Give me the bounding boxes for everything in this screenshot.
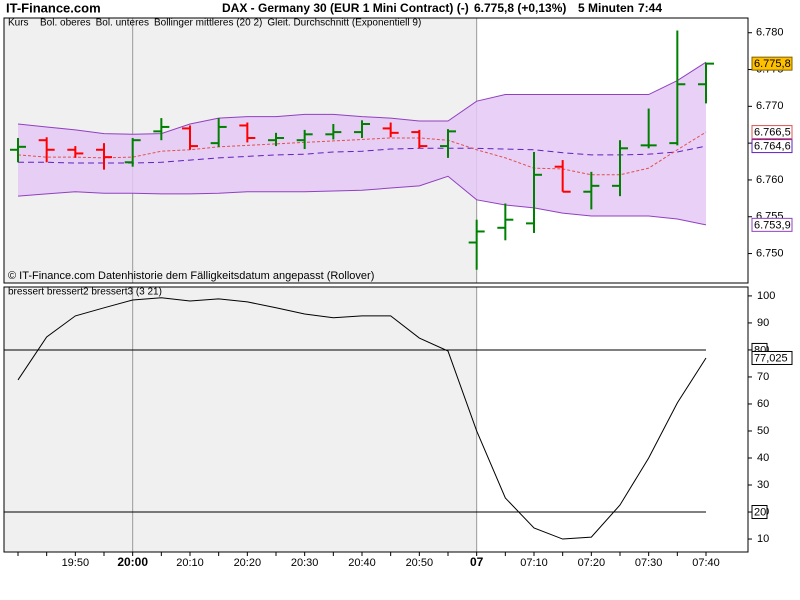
series-value-label: 77,025 xyxy=(754,352,788,364)
series-value-label: 6.753,9 xyxy=(754,219,791,231)
series-value-label: 6.764,6 xyxy=(754,140,791,152)
y-tick-label: 70 xyxy=(757,371,769,383)
level-label: 20 xyxy=(754,506,766,518)
site-name: IT-Finance.com xyxy=(6,0,101,15)
x-tick-label: 07:10 xyxy=(520,557,548,569)
x-tick-label: 20:00 xyxy=(117,555,148,569)
x-tick-label: 20:10 xyxy=(176,557,204,569)
plot-layer: 6.7806.7756.7706.7656.7606.7556.7506.753… xyxy=(3,17,793,569)
oscillator-line xyxy=(17,297,707,540)
level-box xyxy=(751,505,768,520)
series-value-label-box xyxy=(751,350,793,365)
panel-frame xyxy=(3,17,749,284)
x-tick-label: 20:40 xyxy=(348,557,376,569)
close-value-box xyxy=(751,56,793,71)
x-tick-label: 07:20 xyxy=(578,557,606,569)
x-tick-label: 07 xyxy=(470,555,484,569)
interval: 5 Minuten xyxy=(578,1,634,15)
x-tick-label: 07:30 xyxy=(635,557,663,569)
y-tick-label: 6.750 xyxy=(756,247,784,259)
y-tick-label: 50 xyxy=(757,425,769,437)
x-tick-label: 19:50 xyxy=(62,557,90,569)
time: 7:44 xyxy=(638,1,662,15)
chart-title: DAX - Germany 30 (EUR 1 Mini Contract) (… xyxy=(222,1,469,15)
y-tick-label: 100 xyxy=(757,290,775,302)
session-shade xyxy=(4,287,477,552)
indicator-line xyxy=(17,61,707,135)
legend-entry: Bol. unteres xyxy=(96,18,149,29)
quote: 6.775,8 (+0,13%) xyxy=(474,1,566,15)
x-tick-label: 20:30 xyxy=(291,557,319,569)
x-tick-label: 20:50 xyxy=(406,557,434,569)
indicator-line xyxy=(17,175,707,226)
y-tick-label: 40 xyxy=(757,452,769,464)
y-tick-label: 6.780 xyxy=(756,27,784,39)
x-tick-label: 07:40 xyxy=(692,557,720,569)
legend-entry: Bollinger mittleres (20 2) xyxy=(154,18,262,29)
panel-frame xyxy=(3,286,749,553)
series-value-label: 6.766,5 xyxy=(754,127,791,139)
legend-entry: Bol. oberes xyxy=(40,18,91,29)
y-tick-label: 6.770 xyxy=(756,100,784,112)
series-value-label-box xyxy=(751,217,793,232)
y-tick-label: 90 xyxy=(757,317,769,329)
series-value-label-box xyxy=(751,139,793,154)
annotation: © IT-Finance.com Datenhistorie dem Fälli… xyxy=(8,270,374,282)
indicator-line xyxy=(17,131,707,176)
legend-entry: Kurs xyxy=(8,18,29,29)
legend-entry: bressert bressert2 bressert3 (3 21) xyxy=(8,287,162,298)
x-tick-label: 20:20 xyxy=(234,557,262,569)
y-tick-label: 30 xyxy=(757,479,769,491)
close-value-label: 6.775,8 xyxy=(754,58,791,70)
y-tick-label: 6.760 xyxy=(756,174,784,186)
y-tick-label: 10 xyxy=(757,533,769,545)
legend-entry: Gleit. Durchschnitt (Exponentiell 9) xyxy=(267,18,421,29)
y-tick-label: 60 xyxy=(757,398,769,410)
series-value-label-box xyxy=(751,125,793,140)
